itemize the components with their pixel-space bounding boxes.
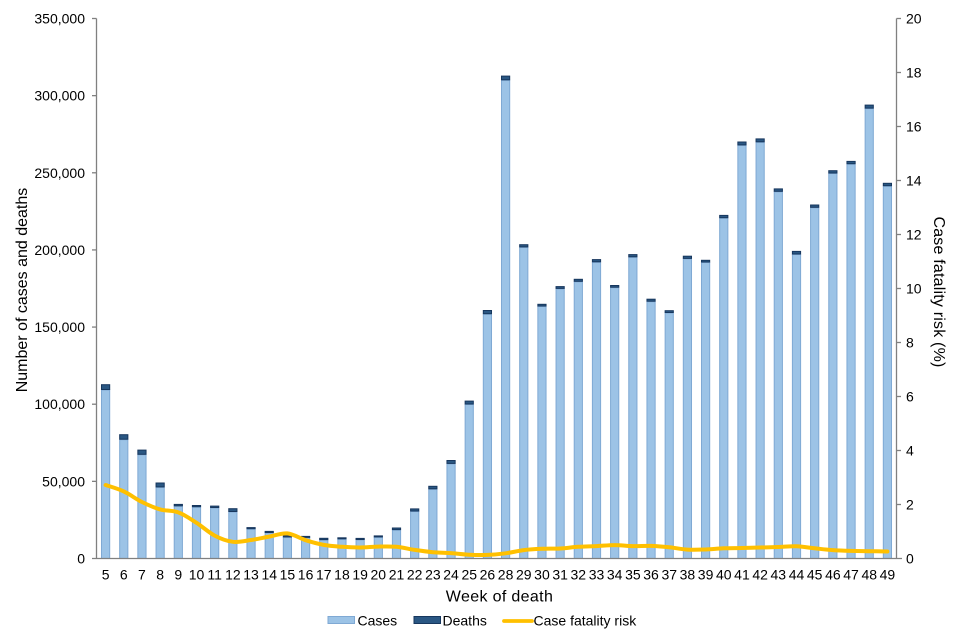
svg-text:33: 33	[589, 567, 605, 583]
svg-text:200,000: 200,000	[34, 242, 85, 258]
svg-text:47: 47	[843, 567, 859, 583]
svg-text:28: 28	[498, 567, 514, 583]
svg-text:25: 25	[461, 567, 477, 583]
svg-text:9: 9	[174, 567, 182, 583]
svg-text:18: 18	[906, 65, 922, 81]
svg-text:4: 4	[906, 443, 914, 459]
svg-text:Number of cases and deaths: Number of cases and deaths	[14, 188, 31, 393]
svg-text:12: 12	[225, 567, 241, 583]
svg-text:Case fatality risk (%): Case fatality risk (%)	[930, 216, 947, 367]
svg-text:19: 19	[352, 567, 368, 583]
svg-text:8: 8	[156, 567, 164, 583]
svg-text:37: 37	[661, 567, 677, 583]
svg-text:34: 34	[607, 567, 623, 583]
svg-text:15: 15	[280, 567, 296, 583]
svg-text:10: 10	[906, 281, 922, 297]
svg-text:46: 46	[825, 567, 841, 583]
svg-text:32: 32	[571, 567, 587, 583]
svg-text:8: 8	[906, 335, 914, 351]
svg-text:Week of death: Week of death	[446, 589, 553, 606]
svg-text:7: 7	[138, 567, 146, 583]
svg-text:6: 6	[120, 567, 128, 583]
svg-text:300,000: 300,000	[34, 88, 85, 104]
svg-text:Cases: Cases	[358, 613, 398, 629]
svg-text:Deaths: Deaths	[443, 613, 487, 629]
svg-text:44: 44	[789, 567, 805, 583]
svg-text:35: 35	[625, 567, 641, 583]
svg-text:11: 11	[207, 567, 222, 583]
svg-text:31: 31	[552, 567, 568, 583]
svg-text:26: 26	[480, 567, 496, 583]
svg-text:0: 0	[77, 551, 85, 567]
svg-text:350,000: 350,000	[34, 11, 85, 27]
svg-text:22: 22	[407, 567, 423, 583]
svg-text:50,000: 50,000	[42, 473, 85, 489]
svg-text:2: 2	[906, 497, 914, 513]
svg-text:40: 40	[716, 567, 732, 583]
svg-text:14: 14	[906, 173, 922, 189]
svg-text:Case fatality risk: Case fatality risk	[534, 613, 638, 629]
svg-text:43: 43	[771, 567, 787, 583]
svg-text:150,000: 150,000	[34, 319, 85, 335]
svg-text:250,000: 250,000	[34, 165, 85, 181]
svg-text:0: 0	[906, 551, 914, 567]
svg-text:29: 29	[516, 567, 532, 583]
svg-text:39: 39	[698, 567, 714, 583]
svg-text:30: 30	[534, 567, 550, 583]
svg-text:45: 45	[807, 567, 823, 583]
svg-text:17: 17	[316, 567, 332, 583]
svg-text:38: 38	[680, 567, 696, 583]
svg-text:100,000: 100,000	[34, 396, 85, 412]
svg-text:24: 24	[443, 567, 459, 583]
svg-text:13: 13	[243, 567, 259, 583]
svg-text:5: 5	[102, 567, 110, 583]
svg-text:12: 12	[906, 227, 922, 243]
svg-text:16: 16	[298, 567, 314, 583]
svg-text:16: 16	[906, 119, 922, 135]
svg-text:21: 21	[389, 567, 405, 583]
svg-text:20: 20	[906, 11, 922, 27]
svg-text:18: 18	[334, 567, 350, 583]
svg-text:23: 23	[425, 567, 441, 583]
svg-text:41: 41	[734, 567, 750, 583]
svg-text:14: 14	[261, 567, 277, 583]
svg-text:20: 20	[371, 567, 387, 583]
svg-text:42: 42	[752, 567, 768, 583]
svg-text:36: 36	[643, 567, 659, 583]
svg-text:10: 10	[189, 567, 205, 583]
svg-text:49: 49	[880, 567, 896, 583]
svg-text:48: 48	[861, 567, 877, 583]
svg-text:6: 6	[906, 389, 914, 405]
